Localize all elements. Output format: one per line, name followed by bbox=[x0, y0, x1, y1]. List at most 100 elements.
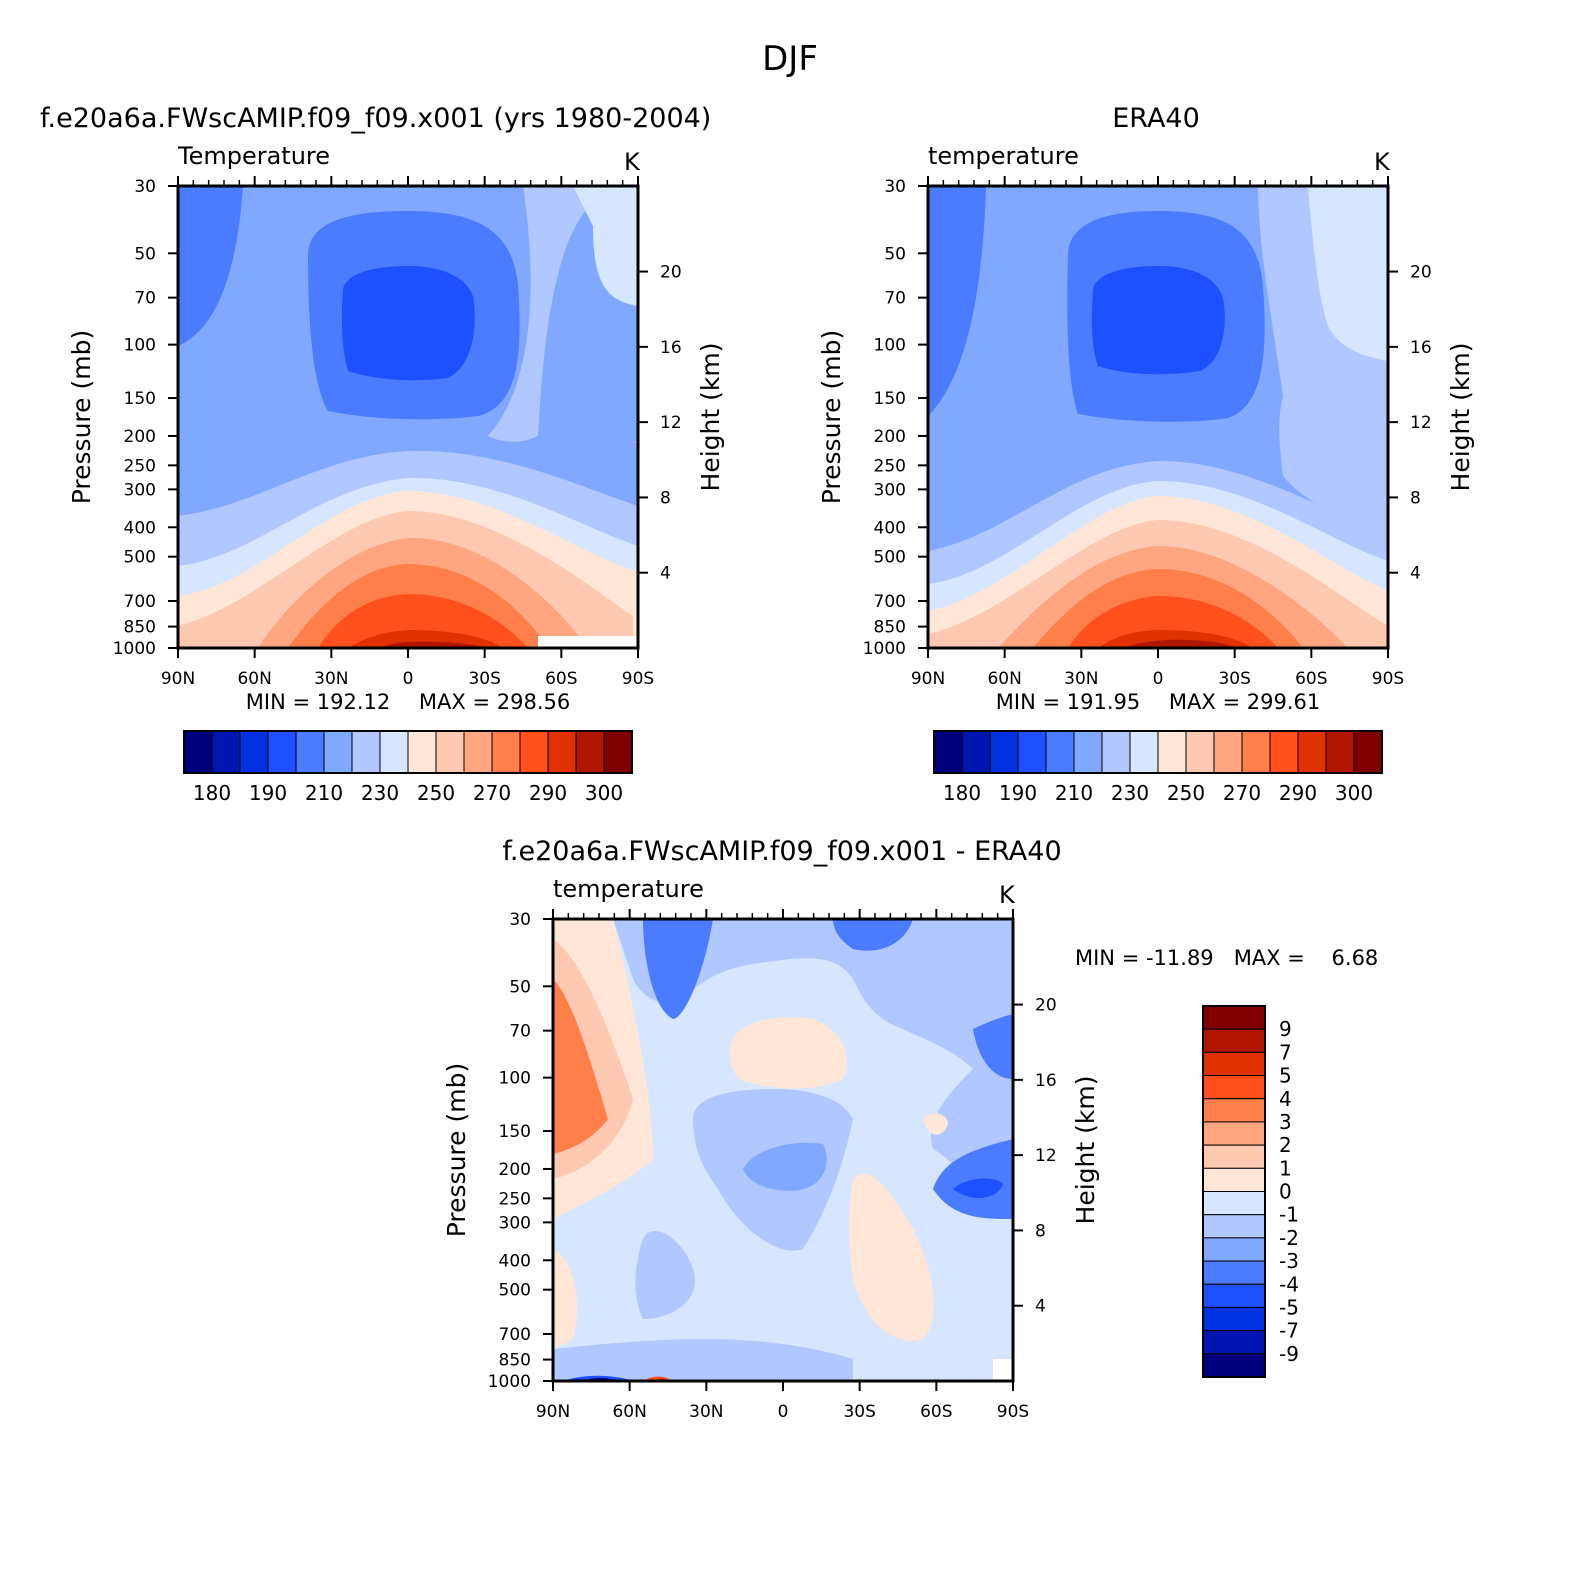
obs-colorbar-swatch bbox=[1017, 730, 1047, 774]
obs-colorbar-label: 270 bbox=[1223, 781, 1261, 805]
obs-colorbar-swatch bbox=[1073, 730, 1103, 774]
obs-lat-tick-label: 30S bbox=[1218, 669, 1250, 689]
model-colorbar-label: 230 bbox=[361, 781, 399, 805]
obs-colorbar-swatch bbox=[1213, 730, 1243, 774]
diff-colorbar-frame bbox=[1202, 1005, 1266, 1378]
model-pressure-tick-label: 200 bbox=[124, 427, 156, 447]
diff-height-tick-label: 12 bbox=[1035, 1146, 1057, 1166]
diff-colorbar-swatch bbox=[1202, 1283, 1266, 1308]
model-colorbar-label: 300 bbox=[585, 781, 623, 805]
obs-colorbar-label: 250 bbox=[1167, 781, 1205, 805]
diff-colorbar-label: -9 bbox=[1279, 1342, 1299, 1366]
obs-pressure-tick-label: 200 bbox=[874, 427, 906, 447]
diff-pressure-tick-label: 300 bbox=[499, 1213, 531, 1233]
model-lat-tick-label: 0 bbox=[403, 669, 414, 689]
diff-pressure-tick-label: 500 bbox=[499, 1281, 531, 1301]
model-panel: Temperature K 30507010015020025030040050… bbox=[67, 142, 725, 805]
obs-colorbar-frame bbox=[933, 730, 1383, 774]
model-colorbar-swatch bbox=[323, 730, 353, 774]
obs-pressure-tick-label: 700 bbox=[874, 592, 906, 612]
model-min-label: MIN = 192.12 bbox=[246, 690, 390, 714]
diff-colorbar-label: -2 bbox=[1279, 1226, 1299, 1250]
model-height-tick-label: 8 bbox=[660, 488, 671, 508]
obs-lat-tick-label: 60S bbox=[1295, 669, 1327, 689]
model-max-label: MAX = 298.56 bbox=[419, 690, 570, 714]
diff-colorbar-swatch bbox=[1202, 1028, 1266, 1053]
diff-pressure-tick-label: 30 bbox=[509, 910, 531, 930]
diff-height-tick-label: 8 bbox=[1035, 1221, 1046, 1241]
obs-colorbar-swatch bbox=[1129, 730, 1159, 774]
obs-y-axis-title: Pressure (mb) bbox=[817, 330, 846, 504]
diff-colorbar-swatch bbox=[1202, 1353, 1266, 1378]
obs-colorbar-swatch bbox=[1185, 730, 1215, 774]
diff-colorbar-swatch bbox=[1202, 1191, 1266, 1216]
obs-lat-tick-label: 60N bbox=[987, 669, 1021, 689]
diff-colorbar-label: 1 bbox=[1279, 1156, 1292, 1180]
obs-colorbar-swatch bbox=[1353, 730, 1383, 774]
diff-colorbar-swatch bbox=[1202, 1237, 1266, 1262]
model-variable-label: Temperature bbox=[177, 142, 330, 170]
obs-pressure-tick-label: 400 bbox=[874, 518, 906, 538]
obs-variable-label: temperature bbox=[928, 142, 1079, 170]
diff-pressure-tick-label: 700 bbox=[499, 1325, 531, 1345]
diff-height-tick-label: 4 bbox=[1035, 1297, 1046, 1317]
obs-max-label: MAX = 299.61 bbox=[1169, 690, 1320, 714]
diff-colorbar-swatch bbox=[1202, 1260, 1266, 1285]
model-pressure-tick-label: 30 bbox=[134, 177, 156, 197]
obs-contour-field bbox=[928, 186, 1388, 648]
model-colorbar-swatch bbox=[463, 730, 493, 774]
model-pressure-tick-label: 150 bbox=[124, 389, 156, 409]
obs-panel: temperature K 30507010015020025030040050… bbox=[817, 142, 1475, 805]
obs-y2-axis-title: Height (km) bbox=[1446, 343, 1475, 492]
diff-colorbar-label: -5 bbox=[1279, 1295, 1299, 1319]
obs-colorbar-label: 190 bbox=[999, 781, 1037, 805]
diff-lat-tick-label: 90S bbox=[997, 1402, 1029, 1422]
obs-pressure-tick-label: 100 bbox=[874, 336, 906, 356]
model-pressure-tick-label: 700 bbox=[124, 592, 156, 612]
diff-pressure-tick-label: 400 bbox=[499, 1251, 531, 1271]
obs-colorbar-swatch bbox=[961, 730, 991, 774]
diff-colorbar-swatch bbox=[1202, 1144, 1266, 1169]
model-pressure-tick-label: 1000 bbox=[113, 639, 156, 659]
model-colorbar-swatch bbox=[407, 730, 437, 774]
diff-colorbar-swatch bbox=[1202, 1330, 1266, 1355]
diff-lat-tick-label: 60S bbox=[920, 1402, 952, 1422]
model-height-tick-label: 16 bbox=[660, 338, 682, 358]
obs-colorbar-swatch bbox=[1045, 730, 1075, 774]
model-header: f.e20a6a.FWscAMIP.f09_f09.x001 (yrs 1980… bbox=[40, 103, 711, 134]
model-lat-tick-label: 30N bbox=[314, 669, 348, 689]
model-pressure-tick-label: 850 bbox=[124, 618, 156, 638]
diff-lat-tick-label: 0 bbox=[778, 1402, 789, 1422]
obs-height-tick-label: 12 bbox=[1410, 413, 1432, 433]
model-colorbar-swatch bbox=[351, 730, 381, 774]
model-height-tick-label: 4 bbox=[660, 564, 671, 584]
diff-pressure-tick-label: 200 bbox=[499, 1160, 531, 1180]
model-pressure-tick-label: 250 bbox=[124, 456, 156, 476]
obs-colorbar-label: 290 bbox=[1279, 781, 1317, 805]
diff-pressure-tick-label: 850 bbox=[499, 1351, 531, 1371]
obs-colorbar-label: 180 bbox=[943, 781, 981, 805]
obs-lat-tick-label: 30N bbox=[1064, 669, 1098, 689]
diff-colorbar-swatch bbox=[1202, 1167, 1266, 1192]
diff-colorbar-label: 2 bbox=[1279, 1133, 1292, 1157]
obs-minmax: MIN = 191.95 MAX = 299.61 bbox=[996, 690, 1320, 714]
obs-header: ERA40 bbox=[1112, 103, 1200, 134]
model-height-tick-label: 12 bbox=[660, 413, 682, 433]
diff-pressure-tick-label: 50 bbox=[509, 977, 531, 997]
obs-height-tick-label: 4 bbox=[1410, 564, 1421, 584]
model-colorbar-swatch bbox=[267, 730, 297, 774]
obs-pressure-tick-label: 250 bbox=[874, 456, 906, 476]
obs-pressure-tick-label: 30 bbox=[884, 177, 906, 197]
model-colorbar-swatch bbox=[239, 730, 269, 774]
model-colorbar-swatch bbox=[435, 730, 465, 774]
model-colorbar-swatch bbox=[603, 730, 633, 774]
obs-colorbar-swatch bbox=[1241, 730, 1271, 774]
obs-pressure-tick-label: 500 bbox=[874, 548, 906, 568]
obs-height-tick-label: 16 bbox=[1410, 338, 1432, 358]
model-colorbar-swatch bbox=[183, 730, 213, 774]
diff-units-label: K bbox=[999, 881, 1016, 909]
obs-units-label: K bbox=[1374, 148, 1391, 176]
obs-colorbar-label: 300 bbox=[1335, 781, 1373, 805]
model-lat-tick-label: 90N bbox=[161, 669, 195, 689]
